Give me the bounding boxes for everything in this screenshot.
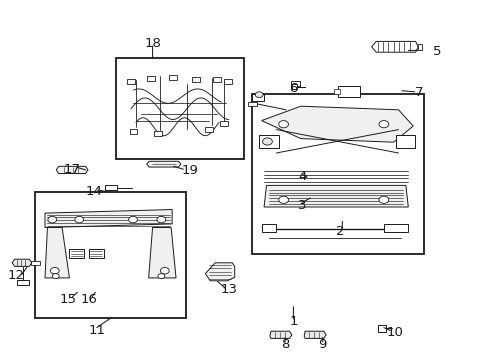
Polygon shape	[261, 106, 412, 142]
Bar	[383, 224, 407, 232]
Text: 19: 19	[181, 165, 198, 177]
Circle shape	[157, 216, 165, 223]
Polygon shape	[45, 210, 172, 228]
Text: 2: 2	[335, 225, 344, 238]
Bar	[116, 58, 244, 159]
Bar	[89, 249, 103, 258]
Text: 13: 13	[220, 283, 237, 296]
Polygon shape	[56, 166, 88, 174]
Polygon shape	[304, 331, 325, 338]
Bar	[146, 76, 154, 81]
Bar	[247, 102, 256, 106]
Circle shape	[160, 267, 169, 274]
Polygon shape	[146, 161, 181, 167]
Text: 6: 6	[288, 82, 297, 95]
Circle shape	[255, 92, 263, 98]
Polygon shape	[45, 228, 69, 278]
Circle shape	[128, 216, 137, 223]
Bar	[261, 224, 276, 232]
Text: 7: 7	[414, 86, 423, 99]
Text: 15: 15	[60, 293, 77, 306]
Bar	[334, 89, 340, 94]
Bar	[191, 77, 199, 82]
Bar	[259, 135, 278, 148]
Bar	[417, 44, 421, 49]
Text: 17: 17	[64, 163, 81, 176]
Bar	[17, 280, 29, 285]
Text: 5: 5	[432, 45, 441, 58]
Polygon shape	[12, 259, 32, 266]
Circle shape	[262, 138, 272, 145]
Bar	[377, 325, 385, 332]
Bar	[251, 94, 264, 101]
Circle shape	[158, 274, 164, 279]
Bar	[338, 86, 360, 97]
Bar	[69, 249, 84, 258]
Text: 11: 11	[88, 324, 105, 337]
Text: 14: 14	[85, 185, 102, 198]
Text: 4: 4	[297, 170, 306, 183]
Text: 10: 10	[386, 327, 403, 339]
Circle shape	[378, 121, 388, 128]
Bar	[291, 84, 296, 89]
Text: 3: 3	[297, 199, 306, 212]
Polygon shape	[371, 41, 417, 52]
Text: 8: 8	[280, 338, 289, 351]
Text: 9: 9	[318, 338, 326, 351]
Bar	[154, 131, 162, 136]
Polygon shape	[269, 331, 291, 338]
Bar	[31, 261, 40, 265]
Polygon shape	[264, 185, 407, 207]
Bar	[35, 192, 185, 318]
Text: 18: 18	[144, 37, 161, 50]
Bar	[220, 121, 227, 126]
Bar	[129, 129, 137, 134]
Circle shape	[48, 216, 57, 223]
Bar	[168, 75, 176, 80]
Text: 12: 12	[7, 269, 24, 282]
Text: 16: 16	[81, 293, 97, 306]
Bar	[212, 77, 220, 82]
Bar	[224, 79, 231, 84]
Circle shape	[278, 121, 288, 128]
Bar	[290, 81, 299, 86]
Circle shape	[52, 274, 59, 279]
Bar	[127, 79, 135, 84]
Circle shape	[50, 267, 59, 274]
Polygon shape	[148, 228, 176, 278]
Circle shape	[378, 196, 388, 203]
Bar	[105, 185, 117, 190]
Circle shape	[75, 216, 83, 223]
Text: 1: 1	[288, 315, 297, 328]
Bar	[251, 94, 423, 254]
Bar	[205, 127, 213, 132]
Polygon shape	[205, 263, 234, 281]
Bar	[395, 135, 414, 148]
Circle shape	[278, 196, 288, 203]
